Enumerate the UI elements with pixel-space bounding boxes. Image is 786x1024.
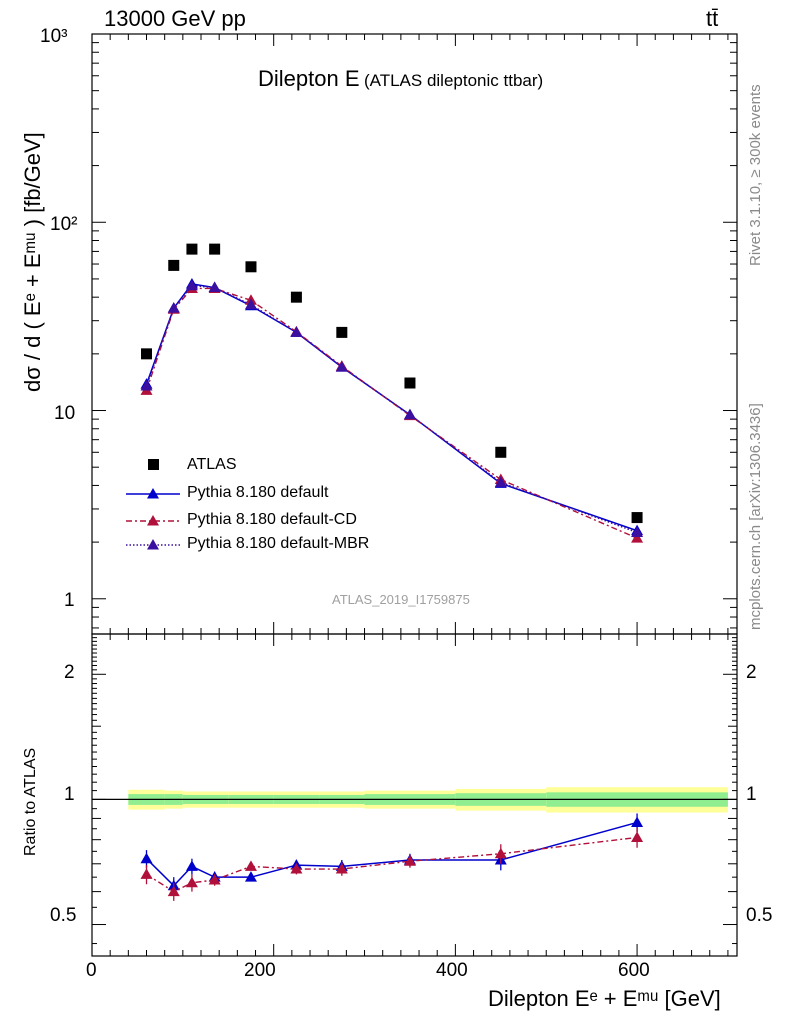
atlas-data-point bbox=[186, 243, 198, 255]
atlas-data-point bbox=[290, 291, 302, 303]
legend-marker-mbr bbox=[147, 539, 159, 550]
ratio-line-solid bbox=[145, 821, 638, 887]
ratio-marker-dashdot bbox=[185, 876, 198, 888]
ratio-frame bbox=[91, 633, 738, 957]
mc-marker-dotted bbox=[494, 476, 507, 487]
legend-label-atlas: ATLAS bbox=[187, 456, 237, 473]
legend-marker-cd bbox=[147, 515, 159, 526]
atlas-data-point bbox=[631, 512, 643, 524]
ratio-marker-dashdot bbox=[403, 855, 416, 866]
ratio-marker-solid bbox=[244, 871, 257, 882]
plot-title-sub: (ATLAS dileptonic ttbar) bbox=[363, 71, 544, 90]
y-axis-label-ratio: Ratio to ATLAS bbox=[22, 747, 39, 856]
ratio-marker-dashdot bbox=[244, 860, 257, 871]
atlas-data-point bbox=[336, 326, 348, 338]
axis-ticks bbox=[91, 34, 737, 956]
x-tick-label-600: 600 bbox=[618, 960, 650, 981]
mc-marker-dotted bbox=[290, 326, 303, 337]
y-tick-label-1000: 10³ bbox=[40, 26, 68, 47]
ratio-tick-label-right-0.5: 0.5 bbox=[746, 905, 773, 926]
atlas-data-point bbox=[245, 261, 257, 273]
mc-marker-dotted bbox=[335, 361, 348, 372]
mc-line-dashdot bbox=[145, 287, 638, 539]
ratio-marker-dashdot bbox=[167, 885, 180, 897]
legend-label-mbr: Pythia 8.180 default-MBR bbox=[187, 535, 370, 552]
mc-marker-dotted bbox=[208, 281, 221, 293]
mc-marker-dotted bbox=[244, 298, 257, 310]
mc-marker-dotted bbox=[185, 279, 198, 291]
atlas-data-point bbox=[209, 243, 221, 255]
atlas-data-point bbox=[168, 259, 180, 271]
legend-label-default: Pythia 8.180 default bbox=[187, 484, 329, 501]
plot-title-main: Dilepton E bbox=[258, 66, 360, 91]
atlas-data-point bbox=[141, 348, 153, 360]
ratio-marker-dashdot bbox=[335, 863, 348, 874]
ratio-marker-dashdot bbox=[140, 868, 153, 879]
ratio-marker-solid bbox=[140, 852, 153, 864]
ratio-panel bbox=[91, 633, 738, 957]
mcplots-info-label: mcplots.cern.ch [arXiv:1306.3436] bbox=[747, 403, 764, 630]
rivet-info-label: Rivet 3.1.10, ≥ 300k events bbox=[747, 84, 764, 266]
legend-marker-default bbox=[147, 488, 159, 499]
ratio-tick-label-right-1: 1 bbox=[746, 784, 757, 805]
ratio-marker-solid bbox=[631, 816, 644, 827]
analysis-watermark: ATLAS_2019_I1759875 bbox=[332, 592, 470, 607]
y-tick-label-100: 10² bbox=[50, 214, 78, 235]
mc-marker-dashdot bbox=[631, 532, 644, 543]
ratio-marker-dashdot bbox=[494, 847, 507, 859]
x-tick-label-400: 400 bbox=[436, 960, 468, 981]
ratio-marker-dashdot bbox=[631, 831, 644, 842]
y-tick-label-1: 1 bbox=[64, 590, 75, 611]
mc-marker-dotted bbox=[140, 379, 153, 391]
mc-line-dotted bbox=[145, 285, 638, 534]
ratio-tick-label-1: 1 bbox=[64, 784, 75, 805]
ratio-tick-label-0.5: 0.5 bbox=[50, 905, 77, 926]
legend-label-cd: Pythia 8.180 default-CD bbox=[187, 511, 357, 528]
legend-markers bbox=[126, 459, 180, 550]
ratio-tick-label-2: 2 bbox=[64, 662, 75, 683]
ratio-tick-label-right-2: 2 bbox=[746, 662, 757, 683]
header-left-label: 13000 GeV pp bbox=[104, 6, 246, 31]
y-axis-label-main: dσ / d ( Eᵉ + Eᵐᵘ ) [fb/GeV] bbox=[20, 132, 45, 392]
ratio-line-dashdot bbox=[146, 836, 638, 893]
uncertainty-bands bbox=[92, 787, 737, 813]
y-tick-label-10: 10 bbox=[54, 403, 76, 424]
ratio-marker-solid bbox=[185, 860, 198, 871]
x-axis-label: Dilepton Eᵉ + Eᵐᵘ [GeV] bbox=[488, 986, 721, 1011]
data-series bbox=[140, 243, 644, 901]
x-tick-label-0: 0 bbox=[86, 960, 97, 981]
mc-marker-dotted bbox=[403, 408, 416, 420]
header-process-label: tt̄ bbox=[706, 6, 719, 31]
ratio-marker-dashdot bbox=[208, 873, 221, 885]
ratio-marker-dashdot bbox=[290, 863, 303, 874]
plot-title: Dilepton E (ATLAS dileptonic ttbar) bbox=[258, 66, 543, 92]
mc-marker-dotted bbox=[167, 302, 180, 313]
legend-marker-atlas bbox=[148, 459, 159, 470]
atlas-data-point bbox=[404, 377, 416, 389]
atlas-data-point bbox=[495, 446, 507, 458]
x-tick-label-200: 200 bbox=[244, 960, 276, 981]
mc-marker-dotted bbox=[631, 526, 644, 537]
